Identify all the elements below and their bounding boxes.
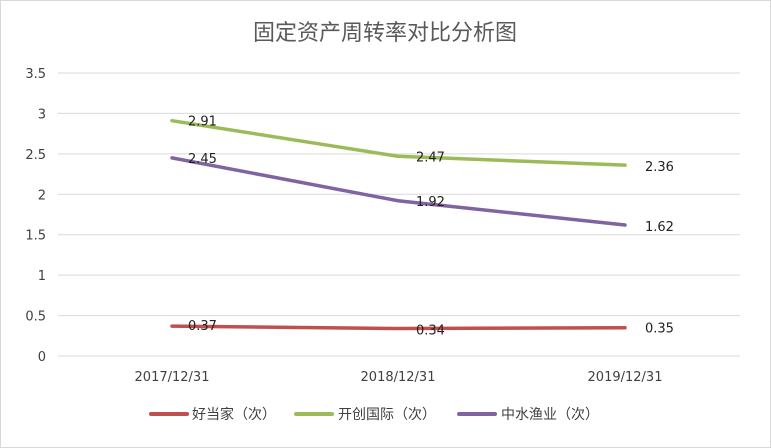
- y-tick-label: 1: [38, 269, 46, 284]
- data-label: 2.47: [416, 150, 445, 165]
- data-labels: 0.37 0.34 0.35 2.91 2.47 2.36 2.45 1.92 1.62: [188, 115, 674, 339]
- y-tick-label: 0.5: [25, 310, 46, 325]
- y-tick-label: 2: [38, 188, 46, 203]
- y-tick-label: 2.5: [25, 148, 46, 163]
- legend-label: 中水渔业（次）: [501, 407, 599, 423]
- legend-label: 好当家（次）: [192, 406, 276, 423]
- x-axis-ticks: 2017/12/31 2018/12/31 2019/12/31: [135, 370, 663, 385]
- series-lines: [170, 118, 627, 331]
- data-label: 2.36: [645, 160, 674, 175]
- y-tick-label: 3.5: [25, 67, 46, 82]
- gridlines: [58, 72, 740, 357]
- chart-title: 固定资产周转率对比分析图: [253, 21, 517, 46]
- legend: 好当家（次） 开创国际（次） 中水渔业（次）: [149, 406, 599, 423]
- x-tick-label: 2017/12/31: [135, 370, 210, 385]
- y-axis-ticks: 0 0.5 1 1.5 2 2.5 3 3.5: [25, 67, 46, 365]
- data-label: 0.37: [188, 319, 217, 334]
- data-label: 2.45: [188, 152, 217, 167]
- x-tick-label: 2019/12/31: [588, 370, 663, 385]
- y-tick-label: 3: [38, 107, 46, 122]
- data-label: 2.91: [188, 115, 217, 130]
- data-label: 0.34: [416, 324, 445, 339]
- y-tick-label: 1.5: [25, 229, 46, 244]
- data-label: 0.35: [645, 322, 674, 337]
- series-line-2: [170, 156, 627, 227]
- y-tick-label: 0: [38, 350, 46, 365]
- series-line-0: [170, 324, 627, 331]
- data-label: 1.62: [645, 220, 674, 235]
- x-tick-label: 2018/12/31: [361, 370, 436, 385]
- data-label: 1.92: [416, 195, 445, 210]
- series-line-1: [170, 118, 627, 167]
- legend-label: 开创国际（次）: [338, 407, 436, 423]
